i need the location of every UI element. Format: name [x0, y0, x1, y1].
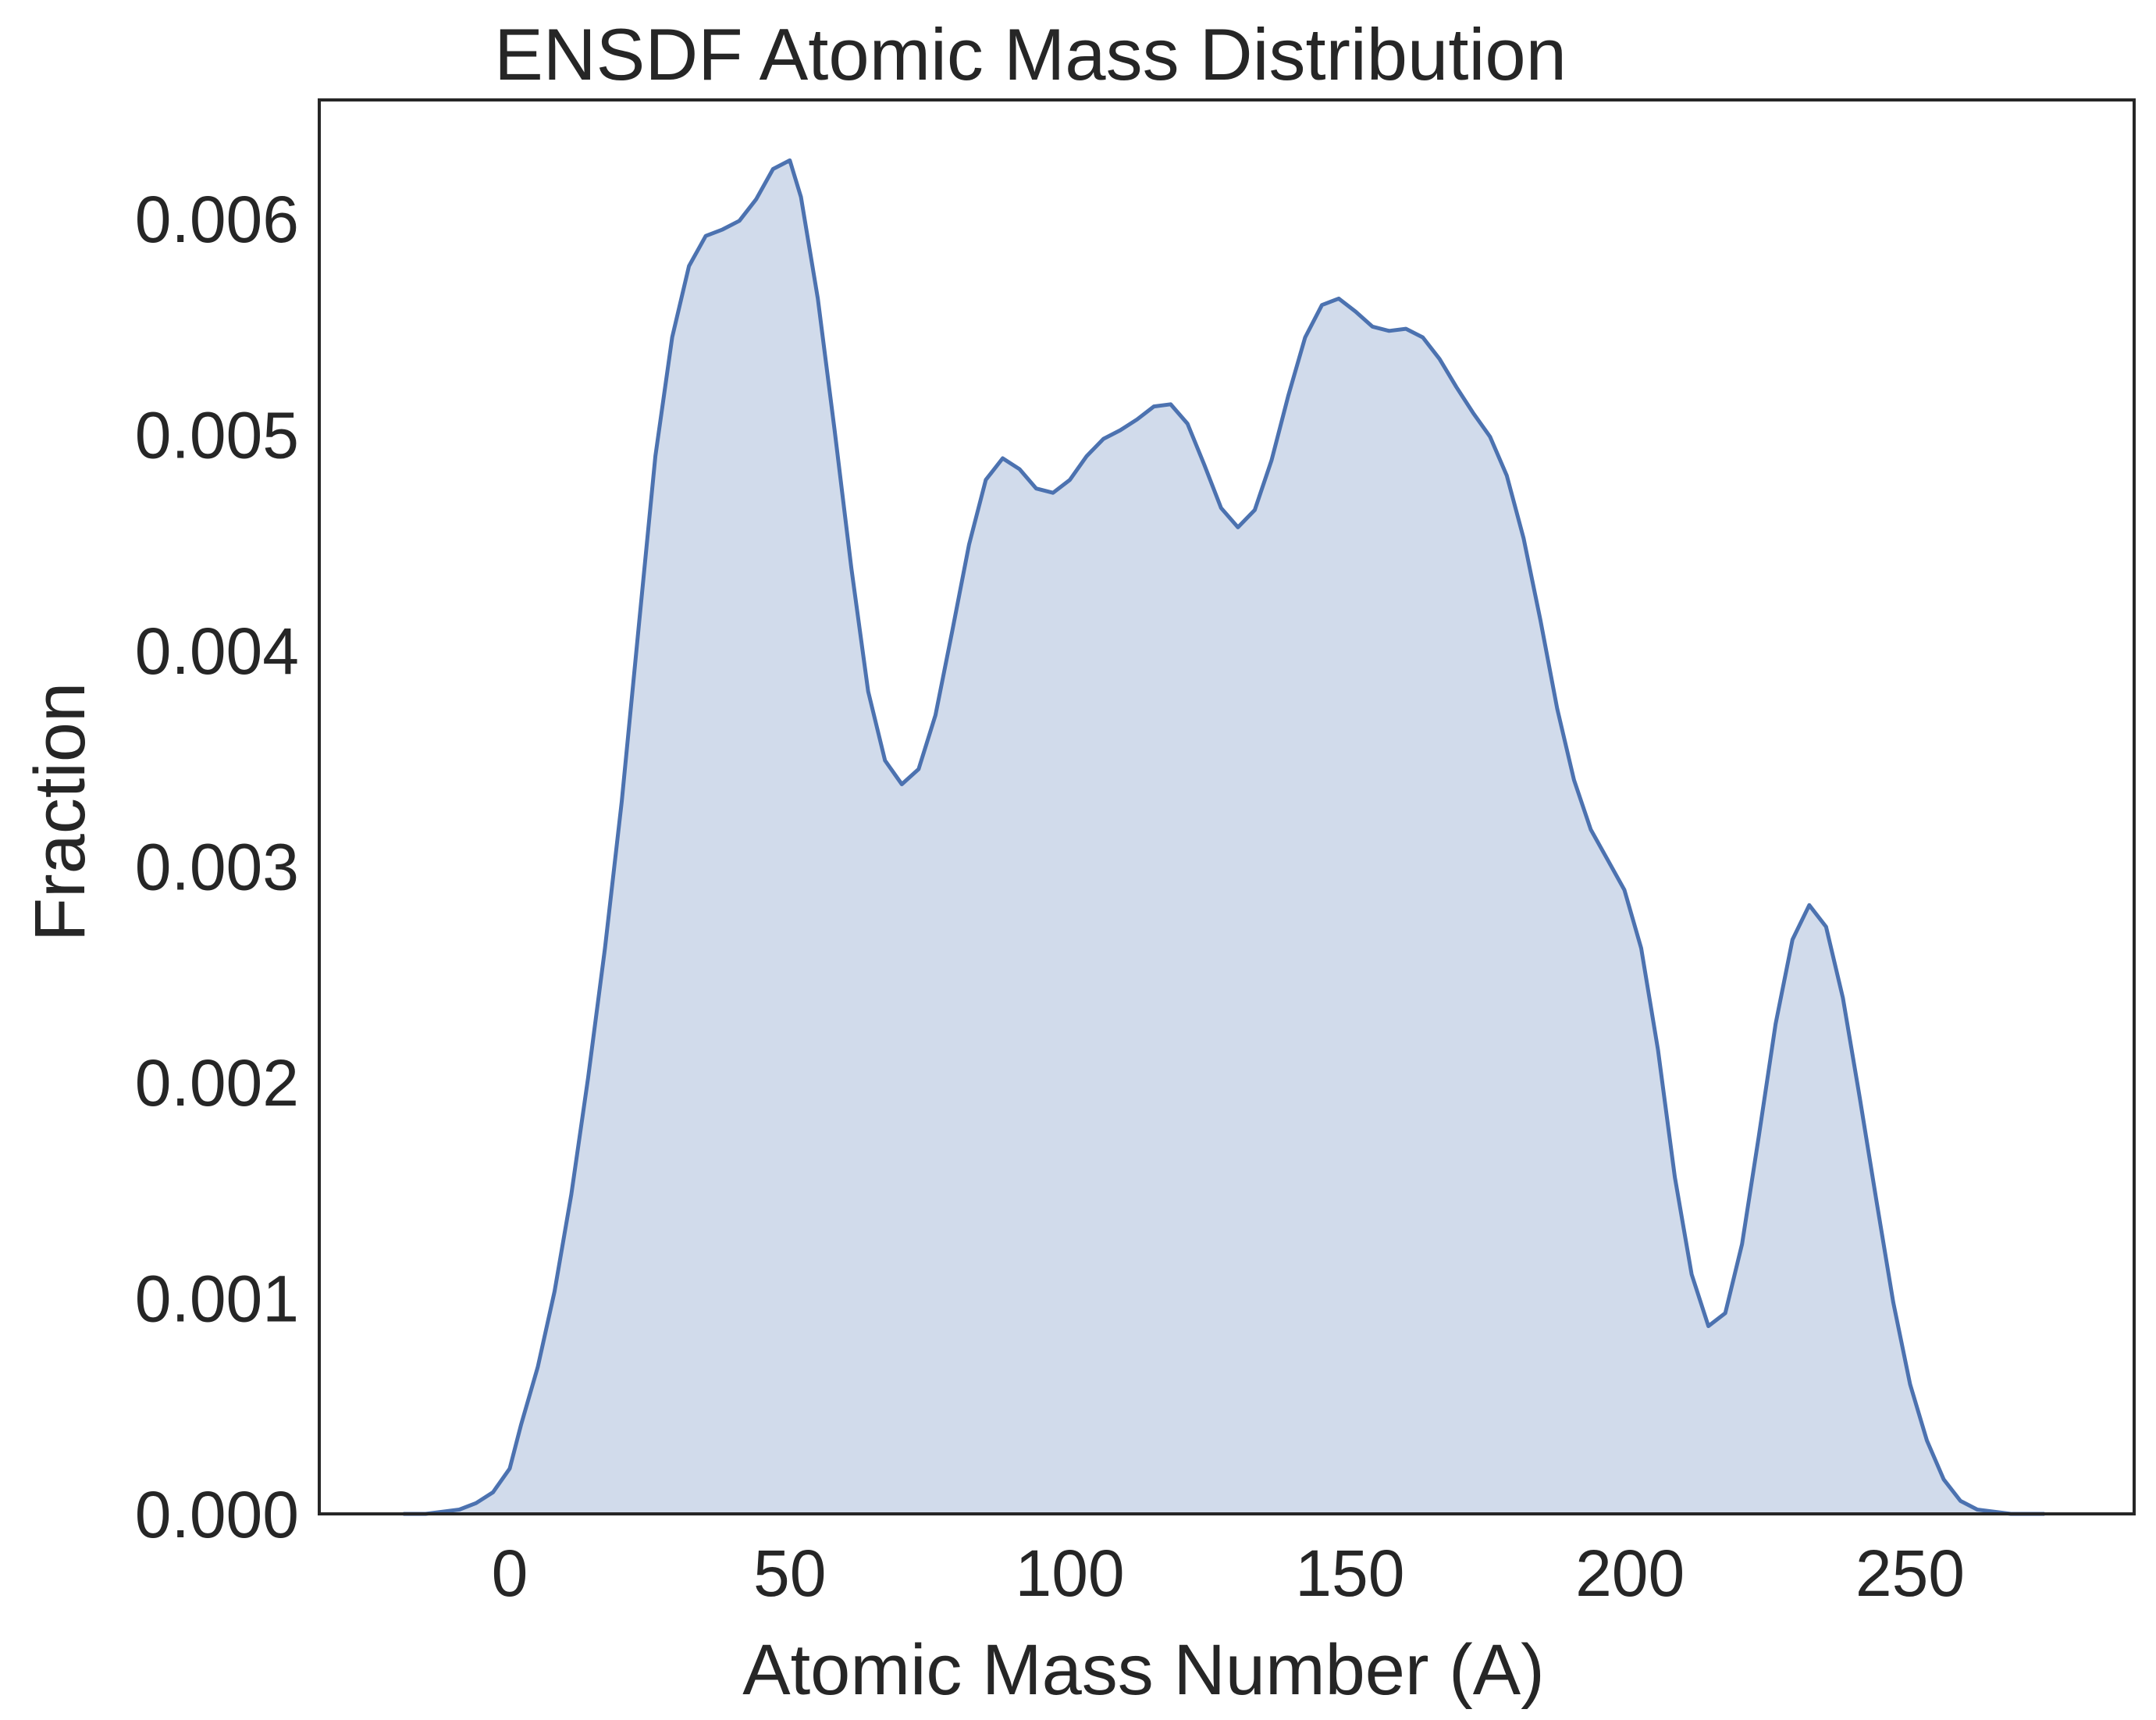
x-tick-label: 100 — [1015, 1537, 1124, 1610]
x-tick-label: 50 — [753, 1537, 826, 1610]
y-axis-ticks: 0.000 0.001 0.002 0.003 0.004 0.005 0.006 — [135, 183, 299, 1551]
x-tick-label: 200 — [1575, 1537, 1685, 1610]
x-tick-label: 150 — [1295, 1537, 1404, 1610]
plot-area — [318, 98, 2136, 1516]
chart-title: ENSDF Atomic Mass Distribution — [494, 13, 1567, 95]
x-tick-label: 0 — [492, 1537, 528, 1610]
y-tick-label: 0.000 — [135, 1478, 299, 1551]
x-axis-ticks: 0 50 100 150 200 250 — [492, 1537, 1965, 1610]
y-tick-label: 0.004 — [135, 614, 299, 688]
y-tick-label: 0.005 — [135, 399, 299, 472]
y-tick-label: 0.006 — [135, 183, 299, 256]
x-tick-label: 250 — [1855, 1537, 1965, 1610]
area-fill — [403, 160, 2045, 1514]
x-axis-label: Atomic Mass Number (A) — [742, 1630, 1545, 1710]
series-line — [403, 158, 2045, 1516]
axes-frame — [318, 98, 2136, 1515]
y-tick-label: 0.003 — [135, 831, 299, 904]
y-tick-label: 0.002 — [135, 1046, 299, 1120]
y-tick-label: 0.001 — [135, 1262, 299, 1336]
y-axis-label: Fraction — [20, 682, 100, 942]
